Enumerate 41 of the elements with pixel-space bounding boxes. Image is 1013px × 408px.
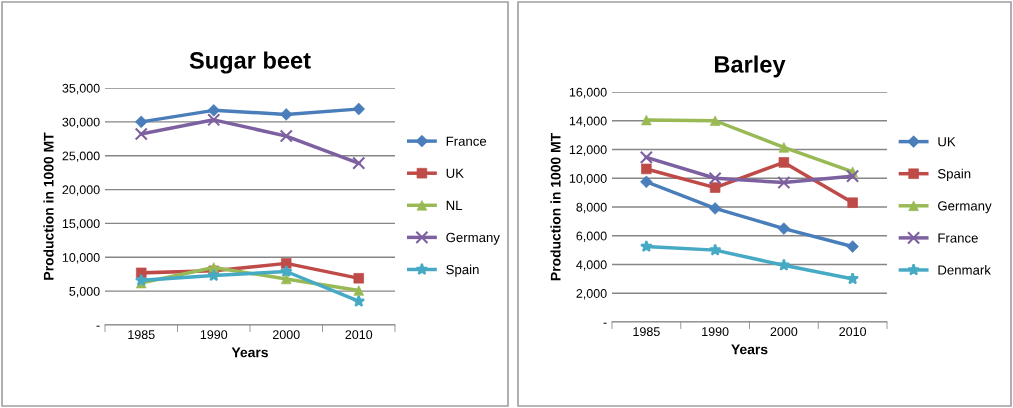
- y-axis-title: Production in 1000 MT: [550, 133, 561, 281]
- chart-title: Barley: [714, 55, 786, 78]
- y-tick-label: -: [603, 322, 607, 324]
- chart-title: Sugar beet: [189, 51, 311, 74]
- y-tick-label: 30,000: [62, 117, 100, 128]
- legend-label: Spain: [446, 264, 479, 277]
- y-tick-label: 14,000: [569, 116, 607, 127]
- y-tick-label: -: [96, 325, 100, 327]
- x-tick-label: 2010: [345, 330, 373, 340]
- x-tick-label: 1985: [633, 327, 660, 337]
- legend-label: France: [938, 233, 978, 243]
- y-tick-label: 15,000: [62, 219, 100, 230]
- y-tick-label: 4,000: [576, 260, 607, 271]
- y-tick-label: 16,000: [569, 87, 607, 99]
- y-tick-label: 25,000: [62, 151, 100, 162]
- y-tick-label: 12,000: [569, 145, 607, 156]
- y-tick-label: 10,000: [569, 174, 607, 185]
- x-tick-label: 1990: [200, 330, 228, 340]
- y-tick-label: 5,000: [69, 286, 100, 298]
- x-axis-title: Years: [231, 347, 268, 358]
- y-tick-label: 10,000: [62, 253, 100, 264]
- legend-label: Germany: [446, 232, 500, 245]
- legend-label: Denmark: [938, 265, 991, 275]
- legend-label: NL: [446, 200, 463, 210]
- y-tick-label: 20,000: [62, 185, 100, 196]
- legend-label: UK: [446, 168, 464, 178]
- x-tick-label: 2000: [770, 327, 798, 337]
- x-tick-label: 2010: [839, 327, 867, 337]
- x-tick-label: 2000: [272, 330, 300, 340]
- x-tick-label: 1985: [128, 330, 155, 340]
- x-tick-label: 1990: [702, 327, 729, 337]
- y-tick-label: 8,000: [576, 202, 607, 214]
- y-axis-title: Production in 1000 MT: [43, 132, 54, 280]
- legend-label: Germany: [938, 201, 992, 214]
- y-tick-label: 6,000: [576, 231, 607, 242]
- legend-label: France: [446, 136, 487, 146]
- legend-label: Spain: [937, 168, 971, 182]
- legend-label: UK: [938, 137, 956, 147]
- y-tick-label: 2,000: [576, 289, 607, 300]
- y-tick-label: 35,000: [62, 83, 100, 95]
- x-axis-title: Years: [731, 344, 768, 355]
